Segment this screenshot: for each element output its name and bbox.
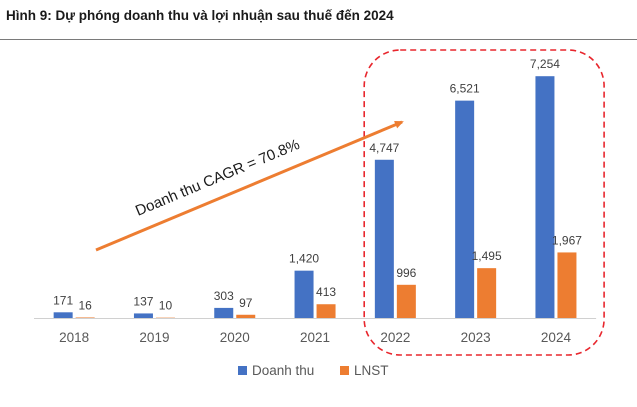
data-label-doanh-thu-2024: 7,254 <box>530 57 560 71</box>
bar-doanh-thu-2020 <box>214 307 234 318</box>
bar-doanh-thu-2018 <box>53 312 73 318</box>
data-label-lnst-2024: 1,967 <box>552 233 582 247</box>
bar-lnst-2018 <box>75 317 95 318</box>
data-label-lnst-2020: 97 <box>239 296 253 310</box>
bar-lnst-2020 <box>236 314 256 318</box>
bar-lnst-2023 <box>477 268 497 318</box>
bar-doanh-thu-2022 <box>374 159 394 318</box>
data-label-lnst-2023: 1,495 <box>472 249 502 263</box>
bar-doanh-thu-2021 <box>294 270 314 318</box>
bar-doanh-thu-2019 <box>133 313 153 318</box>
figure-title: Hình 9: Dự phóng doanh thu và lợi nhuận … <box>6 8 394 23</box>
bar-lnst-2022 <box>396 284 416 318</box>
x-tick-2021: 2021 <box>300 330 330 345</box>
legend-swatch-doanh-thu <box>238 366 247 375</box>
legend-label-lnst: LNST <box>354 363 389 378</box>
legend-swatch-lnst <box>340 366 349 375</box>
cagr-arrow <box>95 120 404 252</box>
bar-lnst-2024 <box>557 252 577 318</box>
data-label-doanh-thu-2021: 1,420 <box>289 252 319 266</box>
x-tick-2023: 2023 <box>461 330 491 345</box>
data-label-lnst-2018: 16 <box>78 298 92 312</box>
data-label-lnst-2021: 413 <box>316 285 336 299</box>
legend-label-doanh-thu: Doanh thu <box>252 363 314 378</box>
bar-lnst-2021 <box>316 304 336 318</box>
x-tick-2024: 2024 <box>541 330 572 345</box>
data-label-doanh-thu-2019: 137 <box>133 294 153 308</box>
data-label-doanh-thu-2018: 171 <box>53 293 73 307</box>
bar-doanh-thu-2023 <box>455 100 475 318</box>
title-rule <box>0 39 637 40</box>
data-label-doanh-thu-2023: 6,521 <box>450 82 480 96</box>
data-label-doanh-thu-2022: 4,747 <box>369 141 399 155</box>
cagr-annotation: Doanh thu CAGR = 70.8% <box>133 136 302 220</box>
x-tick-2022: 2022 <box>380 330 410 345</box>
data-label-doanh-thu-2020: 303 <box>214 289 234 303</box>
x-tick-2020: 2020 <box>220 330 250 345</box>
data-label-lnst-2019: 10 <box>159 299 173 313</box>
x-tick-2018: 2018 <box>59 330 89 345</box>
bar-doanh-thu-2024 <box>535 76 555 318</box>
x-tick-2019: 2019 <box>139 330 169 345</box>
data-label-lnst-2022: 996 <box>396 266 416 280</box>
forecast-highlight-box <box>363 49 605 356</box>
